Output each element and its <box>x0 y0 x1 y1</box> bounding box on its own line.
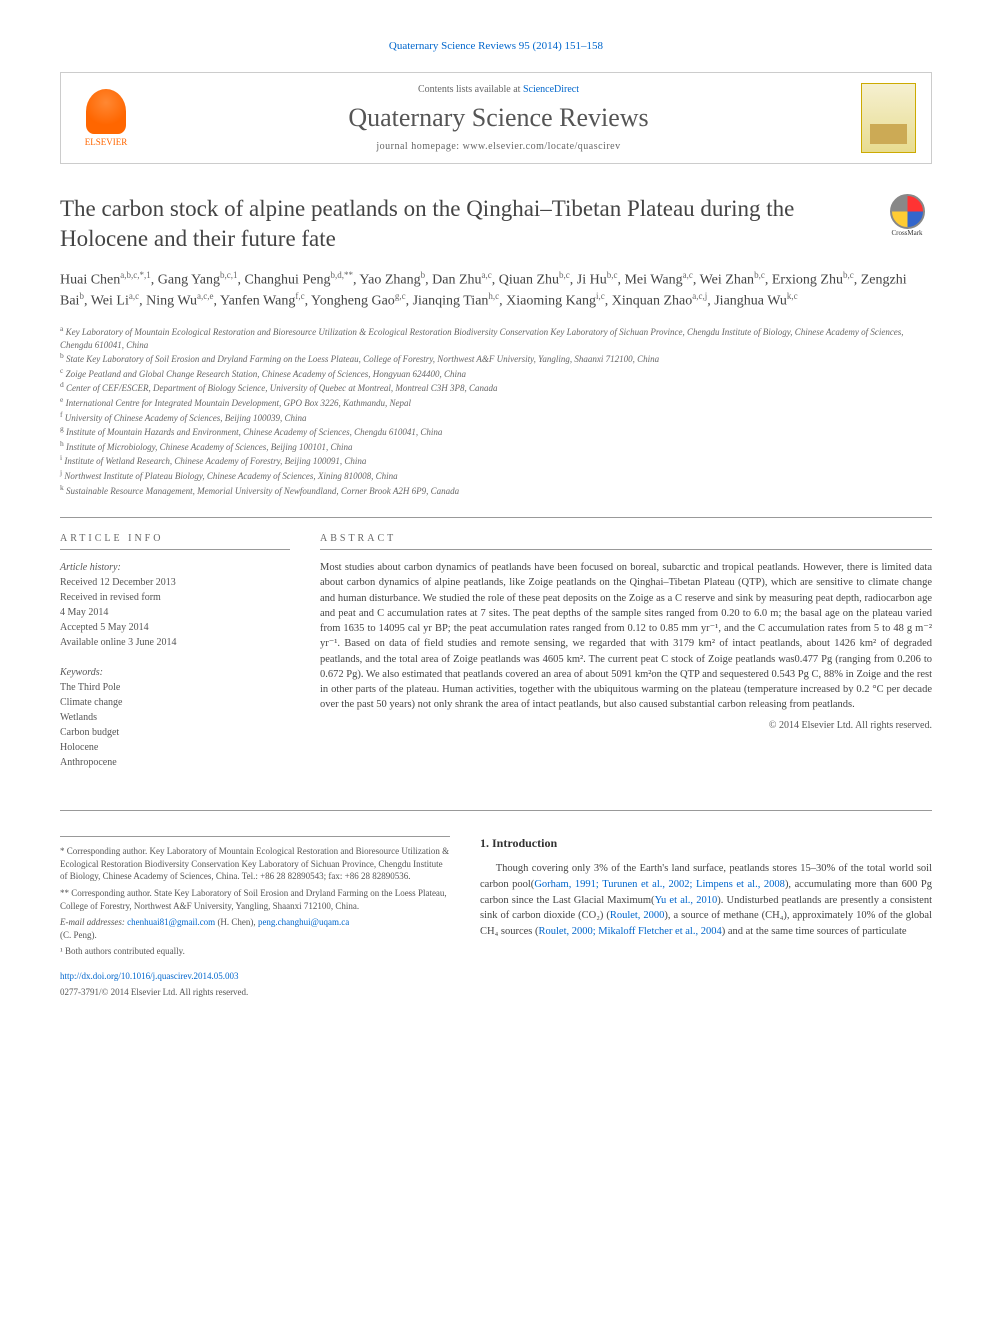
keyword-item: Anthropocene <box>60 755 290 770</box>
affiliation-item: c Zoige Peatland and Global Change Resea… <box>60 366 932 381</box>
history-line: Available online 3 June 2014 <box>60 635 290 650</box>
affiliation-item: d Center of CEF/ESCER, Department of Bio… <box>60 380 932 395</box>
history-line: Accepted 5 May 2014 <box>60 620 290 635</box>
introduction-paragraph: Though covering only 3% of the Earth's l… <box>480 861 932 940</box>
ref-link-4[interactable]: Roulet, 2000; Mikaloff Fletcher et al., … <box>538 926 721 937</box>
crossmark-label: CrossMark <box>891 229 922 237</box>
ref-link-2[interactable]: Yu et al., 2010 <box>655 895 718 906</box>
sciencedirect-link[interactable]: ScienceDirect <box>523 84 579 95</box>
contents-prefix: Contents lists available at <box>418 84 523 95</box>
intro-text-5: ) and at the same time sources of partic… <box>722 926 907 937</box>
email-link-2[interactable]: peng.changhui@uqam.ca <box>258 917 349 927</box>
homepage-url[interactable]: www.elsevier.com/locate/quascirev <box>463 141 621 152</box>
keywords-label: Keywords: <box>60 665 290 680</box>
contents-available: Contents lists available at ScienceDirec… <box>136 84 861 95</box>
affiliations-list: a Key Laboratory of Mountain Ecological … <box>60 324 932 497</box>
correspondence-column: * Corresponding author. Key Laboratory o… <box>60 836 450 998</box>
abstract-text: Most studies about carbon dynamics of pe… <box>320 560 932 712</box>
abstract-header: ABSTRACT <box>320 533 932 550</box>
history-line: Received in revised form <box>60 590 290 605</box>
article-info-column: ARTICLE INFO Article history: Received 1… <box>60 533 290 785</box>
email-name-2: (C. Peng). <box>60 929 450 942</box>
affiliation-item: a Key Laboratory of Mountain Ecological … <box>60 324 932 351</box>
affiliation-item: b State Key Laboratory of Soil Erosion a… <box>60 351 932 366</box>
affiliation-item: g Institute of Mountain Hazards and Envi… <box>60 424 932 439</box>
doi-link[interactable]: http://dx.doi.org/10.1016/j.quascirev.20… <box>60 970 450 983</box>
citation-header: Quaternary Science Reviews 95 (2014) 151… <box>60 40 932 52</box>
issn-copyright: 0277-3791/© 2014 Elsevier Ltd. All right… <box>60 986 450 999</box>
affiliation-item: f University of Chinese Academy of Scien… <box>60 410 932 425</box>
keyword-item: The Third Pole <box>60 680 290 695</box>
email-label: E-mail addresses: <box>60 917 127 927</box>
homepage-prefix: journal homepage: <box>376 141 462 152</box>
equal-contribution-note: ¹ Both authors contributed equally. <box>60 945 450 958</box>
journal-cover-thumbnail <box>861 83 916 153</box>
elsevier-label: ELSEVIER <box>85 137 128 147</box>
abstract-copyright: © 2014 Elsevier Ltd. All rights reserved… <box>320 720 932 731</box>
crossmark-badge[interactable]: CrossMark <box>882 194 932 244</box>
introduction-heading: 1. Introduction <box>480 836 932 851</box>
affiliation-item: i Institute of Wetland Research, Chinese… <box>60 453 932 468</box>
ref-link-1[interactable]: Gorham, 1991; Turunen et al., 2002; Limp… <box>534 879 785 890</box>
corresponding-author-2: ** Corresponding author. State Key Labor… <box>60 887 450 912</box>
author-list: Huai Chena,b,c,*,1, Gang Yangb,c,1, Chan… <box>60 269 932 312</box>
affiliation-item: e International Centre for Integrated Mo… <box>60 395 932 410</box>
history-line: 4 May 2014 <box>60 605 290 620</box>
keyword-item: Holocene <box>60 740 290 755</box>
history-line: Received 12 December 2013 <box>60 575 290 590</box>
affiliation-item: j Northwest Institute of Plateau Biology… <box>60 468 932 483</box>
keyword-item: Climate change <box>60 695 290 710</box>
affiliation-item: h Institute of Microbiology, Chinese Aca… <box>60 439 932 454</box>
article-title: The carbon stock of alpine peatlands on … <box>60 194 862 254</box>
email-addresses: E-mail addresses: chenhuai81@gmail.com (… <box>60 916 450 929</box>
ref-link-3[interactable]: Roulet, 2000 <box>610 910 665 921</box>
keyword-item: Carbon budget <box>60 725 290 740</box>
history-label: Article history: <box>60 560 290 575</box>
journal-homepage: journal homepage: www.elsevier.com/locat… <box>136 141 861 152</box>
elsevier-logo: ELSEVIER <box>76 83 136 153</box>
article-info-header: ARTICLE INFO <box>60 533 290 550</box>
email-name-1: (H. Chen), <box>215 917 258 927</box>
corresponding-author-1: * Corresponding author. Key Laboratory o… <box>60 845 450 883</box>
abstract-column: ABSTRACT Most studies about carbon dynam… <box>320 533 932 785</box>
journal-banner: ELSEVIER Contents lists available at Sci… <box>60 72 932 164</box>
journal-name: Quaternary Science Reviews <box>136 103 861 133</box>
introduction-column: 1. Introduction Though covering only 3% … <box>480 836 932 998</box>
keyword-item: Wetlands <box>60 710 290 725</box>
affiliation-item: k Sustainable Resource Management, Memor… <box>60 483 932 498</box>
email-link-1[interactable]: chenhuai81@gmail.com <box>127 917 215 927</box>
